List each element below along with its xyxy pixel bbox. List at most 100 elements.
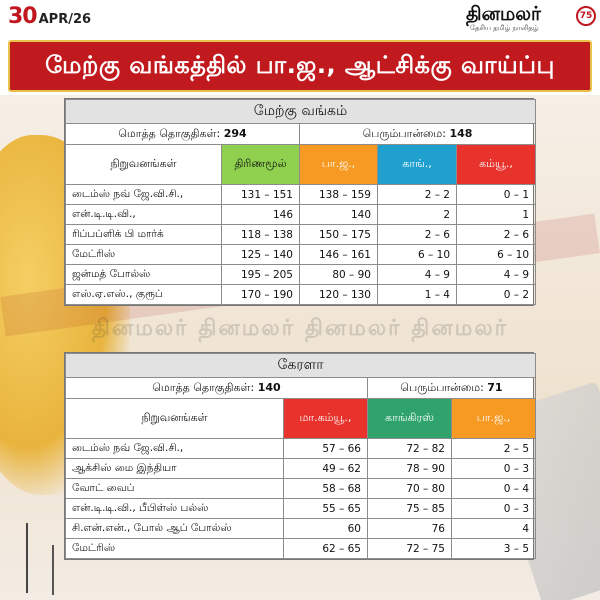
wb-tmc-value: 125 – 140: [221, 244, 300, 265]
kerala-title: கேரளா: [64, 353, 537, 378]
wind-turbine-icon: [26, 523, 28, 593]
kerala-bjp-value: 0 – 3: [450, 498, 537, 519]
kerala-org: ஆக்சிஸ் மை இந்தியா: [65, 458, 284, 479]
wb-congress-value: 2 – 6: [377, 224, 457, 245]
wb-total-value: 294: [223, 126, 247, 140]
kerala-cpm-value: 60: [283, 518, 368, 539]
wb-left-value: 6 – 10: [455, 244, 537, 265]
wb-org: எஸ்.ஏ.எஸ்., குரூப்: [65, 284, 222, 305]
kerala-congress-value: 72 – 75: [367, 538, 452, 559]
kerala-bjp-value: 2 – 5: [450, 438, 537, 459]
wb-total-label: மொத்த தொகுதிகள்:: [118, 126, 221, 140]
table-row: டைம்ஸ் நவ் ஜே.வி.சி., 131 – 151 138 – 15…: [65, 184, 537, 205]
wb-congress-value: 2: [377, 204, 457, 225]
top-bar: 30 APR/26 தினமலர் தேசிய தமிழ் நாளிதழ் 75: [0, 0, 600, 36]
wb-col-left: கம்யூ.,: [455, 144, 537, 185]
wb-majority: பெரும்பான்மை: 148: [298, 123, 537, 145]
kerala-cpm-value: 55 – 65: [283, 498, 368, 519]
table-row: மேட்ரிஸ் 62 – 65 72 – 75 3 – 5: [65, 538, 537, 559]
kerala-bjp-value: 0 – 3: [450, 458, 537, 479]
wb-org: ஜன்மத் போல்ஸ்: [65, 264, 222, 285]
wb-org: என்.டி.டி.வி.,: [65, 204, 222, 225]
kerala-cpm-value: 57 – 66: [283, 438, 368, 459]
kerala-col-bjp: பா.ஜ.,: [450, 398, 537, 439]
wb-left-value: 2 – 6: [455, 224, 537, 245]
table-row: எஸ்.ஏ.எஸ்., குரூப் 170 – 190 120 – 130 1…: [65, 284, 537, 305]
table-row: என்.டி.டி.வி., பீபிள்ஸ் பல்ஸ் 55 – 65 75…: [65, 498, 537, 519]
headline-text: மேற்கு வங்கத்தில் பா.ஜ., ஆட்சிக்கு வாய்ப…: [45, 50, 555, 79]
kerala-total-seats: மொத்த தொகுதிகள்: 140: [65, 377, 368, 399]
kerala-total-value: 140: [257, 380, 281, 394]
wb-left-value: 0 – 1: [455, 184, 537, 205]
wb-tmc-value: 146: [221, 204, 300, 225]
table-row: ரிப்பப்ளிக் பி மார்க் 118 – 138 150 – 17…: [65, 224, 537, 245]
kerala-col-org: நிறுவனங்கள்: [65, 398, 284, 439]
table-row: ஜன்மத் போல்ஸ் 195 – 205 80 – 90 4 – 9 4 …: [65, 264, 537, 285]
kerala-majority: பெரும்பான்மை: 71: [366, 377, 537, 399]
wind-turbine-icon: [52, 545, 54, 595]
kerala-org: என்.டி.டி.வி., பீபிள்ஸ் பல்ஸ்: [65, 498, 284, 519]
table-row: என்.டி.டி.வி., 146 140 2 1: [65, 204, 537, 225]
dinamalar-logo: தினமலர் தேசிய தமிழ் நாளிதழ் 75: [466, 3, 596, 34]
wb-col-org: நிறுவனங்கள்: [65, 144, 222, 185]
wb-org: மேட்ரிஸ்: [65, 244, 222, 265]
wb-col-bjp: பா.ஜ.,: [299, 144, 378, 185]
kerala-col-congress: காங்கிரஸ்: [367, 398, 452, 439]
wb-majority-label: பெரும்பான்மை:: [362, 126, 446, 140]
wb-bjp-value: 140: [299, 204, 378, 225]
table-row: ஆக்சிஸ் மை இந்தியா 49 – 62 78 – 90 0 – 3: [65, 458, 537, 479]
wb-bjp-value: 120 – 130: [299, 284, 378, 305]
kerala-congress-value: 72 – 82: [367, 438, 452, 459]
kerala-table: கேரளா மொத்த தொகுதிகள்: 140 பெரும்பான்மை:…: [64, 352, 537, 560]
wb-tmc-value: 170 – 190: [221, 284, 300, 305]
wb-col-congress: காங்.,: [377, 144, 457, 185]
wb-title: மேற்கு வங்கம்: [64, 99, 537, 124]
anniversary-seal: 75: [576, 6, 596, 26]
kerala-congress-value: 70 – 80: [367, 478, 452, 499]
kerala-col-cpm: மா.கம்யூ.,: [283, 398, 368, 439]
wb-org: டைம்ஸ் நவ் ஜே.வி.சி.,: [65, 184, 222, 205]
kerala-bjp-value: 3 – 5: [450, 538, 537, 559]
kerala-total-label: மொத்த தொகுதிகள்:: [152, 380, 255, 394]
issue-date: 30 APR/26: [8, 4, 91, 29]
wb-total-seats: மொத்த தொகுதிகள்: 294: [65, 123, 300, 145]
table-row: டைம்ஸ் நவ் ஜே.வி.சி., 57 – 66 72 – 82 2 …: [65, 438, 537, 459]
wb-bjp-value: 138 – 159: [299, 184, 378, 205]
kerala-cpm-value: 62 – 65: [283, 538, 368, 559]
west-bengal-table: மேற்கு வங்கம் மொத்த தொகுதிகள்: 294 பெரும…: [64, 98, 537, 306]
kerala-org: மேட்ரிஸ்: [65, 538, 284, 559]
wb-tmc-value: 118 – 138: [221, 224, 300, 245]
kerala-org: டைம்ஸ் நவ் ஜே.வி.சி.,: [65, 438, 284, 459]
wb-col-tmc: திரிணமூல்: [221, 144, 300, 185]
kerala-bjp-value: 4: [450, 518, 537, 539]
wb-congress-value: 1 – 4: [377, 284, 457, 305]
wb-left-value: 1: [455, 204, 537, 225]
wb-org: ரிப்பப்ளிக் பி மார்க்: [65, 224, 222, 245]
wb-tmc-value: 195 – 205: [221, 264, 300, 285]
kerala-org: வோட் வைப்: [65, 478, 284, 499]
table-row: வோட் வைப் 58 – 68 70 – 80 0 – 4: [65, 478, 537, 499]
wb-majority-value: 148: [449, 126, 473, 140]
wb-bjp-value: 146 – 161: [299, 244, 378, 265]
wb-left-value: 4 – 9: [455, 264, 537, 285]
wb-bjp-value: 80 – 90: [299, 264, 378, 285]
kerala-org: சி.என்.என்., போல் ஆப் போல்ஸ்: [65, 518, 284, 539]
wb-tmc-value: 131 – 151: [221, 184, 300, 205]
wb-left-value: 0 – 2: [455, 284, 537, 305]
kerala-congress-value: 78 – 90: [367, 458, 452, 479]
kerala-congress-value: 75 – 85: [367, 498, 452, 519]
headline-banner: மேற்கு வங்கத்தில் பா.ஜ., ஆட்சிக்கு வாய்ப…: [8, 40, 592, 92]
logo-tagline: தேசிய தமிழ் நாளிதழ்: [470, 24, 539, 32]
wb-congress-value: 2 – 2: [377, 184, 457, 205]
date-month: APR/26: [38, 12, 92, 27]
kerala-congress-value: 76: [367, 518, 452, 539]
kerala-majority-value: 71: [487, 380, 503, 394]
wb-congress-value: 4 – 9: [377, 264, 457, 285]
kerala-cpm-value: 58 – 68: [283, 478, 368, 499]
date-day: 30: [8, 4, 38, 29]
kerala-majority-label: பெரும்பான்மை:: [400, 380, 484, 394]
kerala-cpm-value: 49 – 62: [283, 458, 368, 479]
logo-name: தினமலர்: [466, 3, 541, 25]
wb-bjp-value: 150 – 175: [299, 224, 378, 245]
